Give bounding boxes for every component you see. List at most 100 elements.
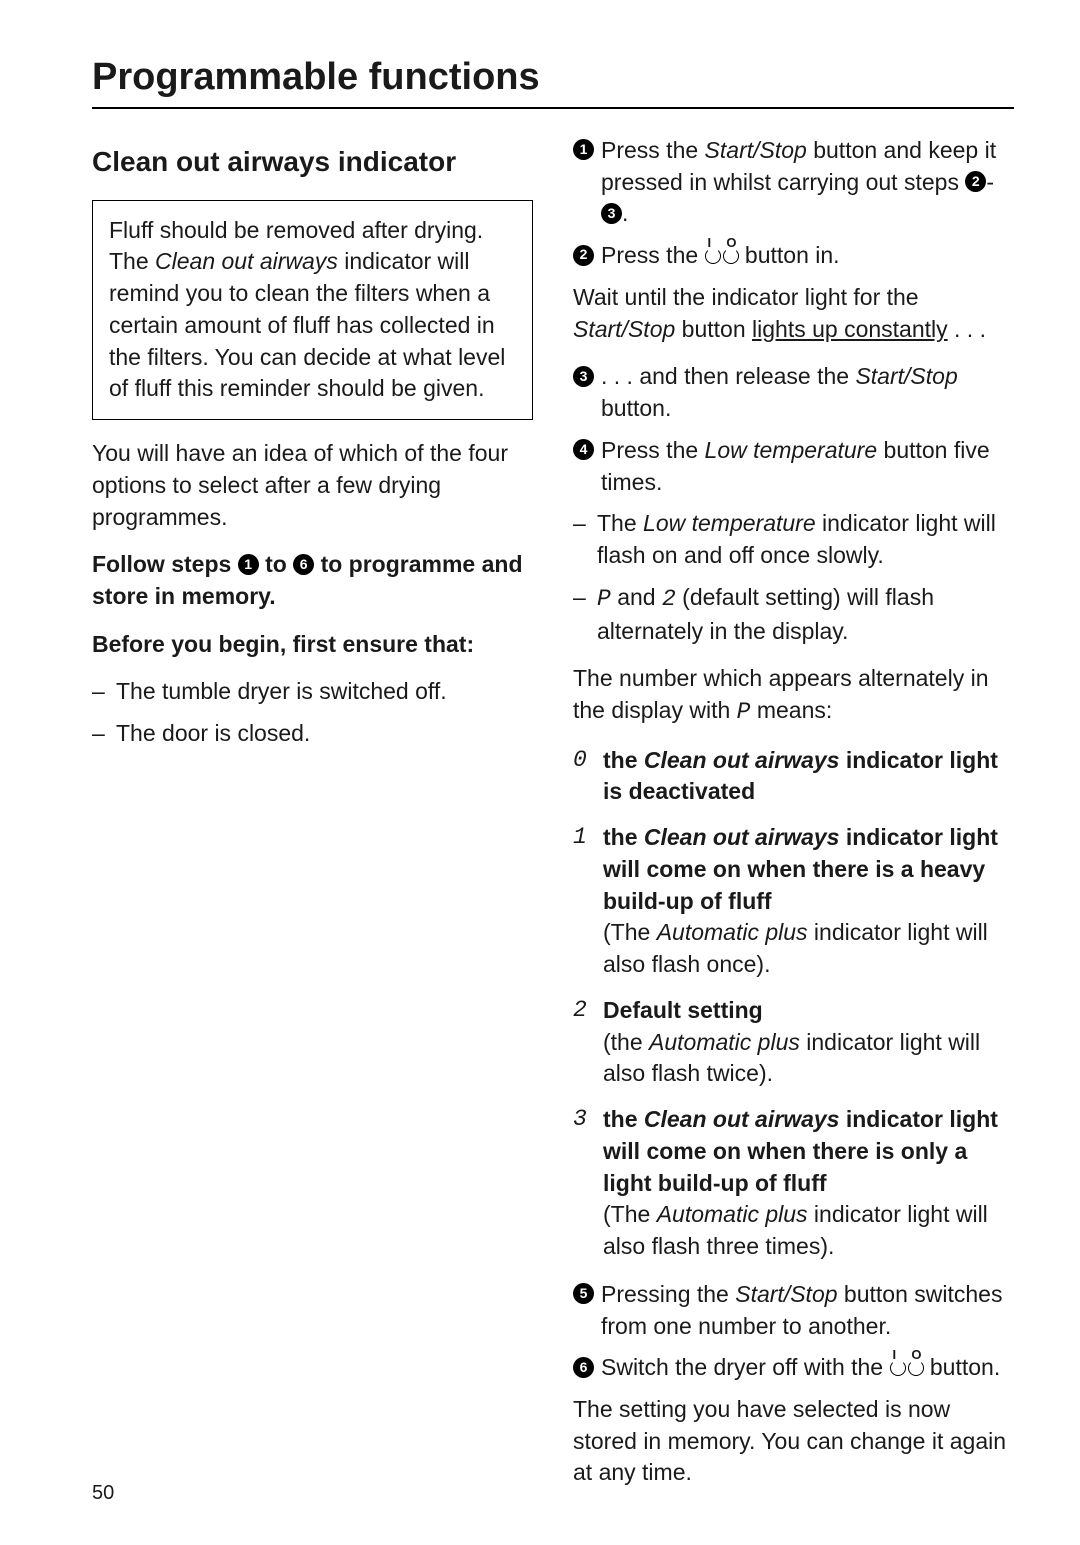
note-term: Clean out airways: [155, 248, 338, 274]
s6b: button.: [924, 1354, 1001, 1380]
section-heading: Clean out airways indicator: [92, 143, 533, 182]
wa: Wait until the indicator light for the: [573, 284, 919, 310]
step-6: 6 Switch the dryer off with the IO butto…: [573, 1352, 1014, 1384]
step-5: 5 Pressing the Start/Stop button switche…: [573, 1279, 1014, 1342]
opt2-body: Default setting (the Automatic plus indi…: [603, 995, 1014, 1090]
dash-icon: –: [573, 582, 597, 647]
step-4-icon: 4: [573, 439, 594, 460]
step-ref-3-icon: 3: [601, 203, 622, 224]
wem: Start/Stop: [573, 316, 675, 342]
power-switch-icon: IO: [705, 248, 739, 266]
s4a: Press the: [601, 437, 705, 463]
s3a: . . . and then release the: [601, 363, 855, 389]
columns: Clean out airways indicator Fluff should…: [92, 135, 1014, 1505]
opt1-key: 1: [573, 822, 603, 981]
opt1-body: the Clean out airways indicator light wi…: [603, 822, 1014, 981]
step-3-body: . . . and then release the Start/Stop bu…: [601, 361, 1014, 424]
options: 0 the Clean out airways indicator light …: [573, 745, 1014, 1263]
s1dash: -: [986, 169, 994, 195]
o3head: the Clean out airways indicator light wi…: [603, 1106, 998, 1195]
s1a: Press the: [601, 137, 705, 163]
s4em: Low temperature: [705, 437, 878, 463]
step-5-body: Pressing the Start/Stop button switches …: [601, 1279, 1014, 1342]
s5em: Start/Stop: [735, 1281, 837, 1307]
step-badge: 4: [573, 435, 601, 498]
step-badge: 3: [573, 361, 601, 424]
step-ref-1-icon: 1: [238, 554, 259, 575]
s2a: Press the: [601, 242, 705, 268]
opt0-body: the Clean out airways indicator light is…: [603, 745, 1014, 808]
opt3-body: the Clean out airways indicator light wi…: [603, 1104, 1014, 1263]
list-item: – The door is closed.: [92, 718, 533, 750]
s1em: Start/Stop: [705, 137, 807, 163]
s6a: Switch the dryer off with the: [601, 1354, 890, 1380]
nl-p: P: [737, 699, 751, 725]
page-title: Programmable functions: [92, 56, 1014, 99]
o0a: the: [603, 747, 644, 773]
d22: 2: [662, 586, 676, 612]
wait-line: Wait until the indicator light for the S…: [573, 282, 1014, 345]
o2sem: Automatic plus: [649, 1029, 800, 1055]
follow-steps: Follow steps 1 to 6 to programme and sto…: [92, 549, 533, 612]
opt3-key: 3: [573, 1104, 603, 1263]
page-number: 50: [92, 1482, 114, 1505]
o1sem: Automatic plus: [657, 919, 808, 945]
left-column: Clean out airways indicator Fluff should…: [92, 135, 533, 1505]
o1head: the Clean out airways indicator light wi…: [603, 824, 998, 913]
s1dot: .: [622, 200, 628, 226]
s3b: button.: [601, 395, 671, 421]
opt0-key: 0: [573, 745, 603, 808]
precondition-list: – The tumble dryer is switched off. – Th…: [92, 676, 533, 749]
nl-b: means:: [750, 697, 832, 723]
step-3: 3 . . . and then release the Start/Stop …: [573, 361, 1014, 424]
o3sa: (The: [603, 1201, 657, 1227]
step-1-body: Press the Start/Stop button and keep it …: [601, 135, 1014, 230]
o1sa: (The: [603, 919, 657, 945]
d2p: P: [597, 586, 611, 612]
note-box: Fluff should be removed after drying. Th…: [92, 200, 533, 420]
wc: . . .: [948, 316, 986, 342]
pre2: The door is closed.: [116, 718, 533, 750]
before-heading: Before you begin, first ensure that:: [92, 629, 533, 661]
option-0: 0 the Clean out airways indicator light …: [573, 745, 1014, 808]
title-divider: [92, 107, 1014, 109]
list-item: – The Low temperature indicator light wi…: [573, 508, 1014, 571]
pre1: The tumble dryer is switched off.: [116, 676, 533, 708]
o1a: the: [603, 824, 644, 850]
o1em: Clean out airways: [644, 824, 840, 850]
step-4: 4 Press the Low temperature button five …: [573, 435, 1014, 498]
o0em: Clean out airways: [644, 747, 840, 773]
step-5-icon: 5: [573, 1283, 594, 1304]
step-3-icon: 3: [573, 366, 594, 387]
step-6-icon: 6: [573, 1357, 594, 1378]
o2sa: (the: [603, 1029, 649, 1055]
o3em: Clean out airways: [644, 1106, 840, 1132]
s5a: Pressing the: [601, 1281, 735, 1307]
step-ref-2-icon: 2: [965, 171, 986, 192]
option-3: 3 the Clean out airways indicator light …: [573, 1104, 1014, 1263]
o3a: the: [603, 1106, 644, 1132]
follow-a: Follow steps: [92, 551, 238, 577]
option-1: 1 the Clean out airways indicator light …: [573, 822, 1014, 981]
step-2: 2 Press the IO button in.: [573, 240, 1014, 272]
o3sem: Automatic plus: [657, 1201, 808, 1227]
closing-para: The setting you have selected is now sto…: [573, 1394, 1014, 1489]
d2: P and 2 (default setting) will flash alt…: [597, 582, 1014, 647]
step-4-body: Press the Low temperature button five ti…: [601, 435, 1014, 498]
step-badge: 6: [573, 1352, 601, 1384]
follow-b: to: [259, 551, 294, 577]
dash-icon: –: [92, 676, 116, 708]
d1a: The: [597, 510, 643, 536]
wb: button: [675, 316, 752, 342]
result-list: – The Low temperature indicator light wi…: [573, 508, 1014, 647]
list-item: – P and 2 (default setting) will flash a…: [573, 582, 1014, 647]
option-2: 2 Default setting (the Automatic plus in…: [573, 995, 1014, 1090]
o2head: Default setting: [603, 997, 763, 1023]
list-item: – The tumble dryer is switched off.: [92, 676, 533, 708]
step-badge: 5: [573, 1279, 601, 1342]
step-1-icon: 1: [573, 139, 594, 160]
wu: lights up constantly: [752, 316, 948, 342]
d1: The Low temperature indicator light will…: [597, 508, 1014, 571]
page: Programmable functions Clean out airways…: [0, 0, 1080, 1545]
intro-para: You will have an idea of which of the fo…: [92, 438, 533, 533]
